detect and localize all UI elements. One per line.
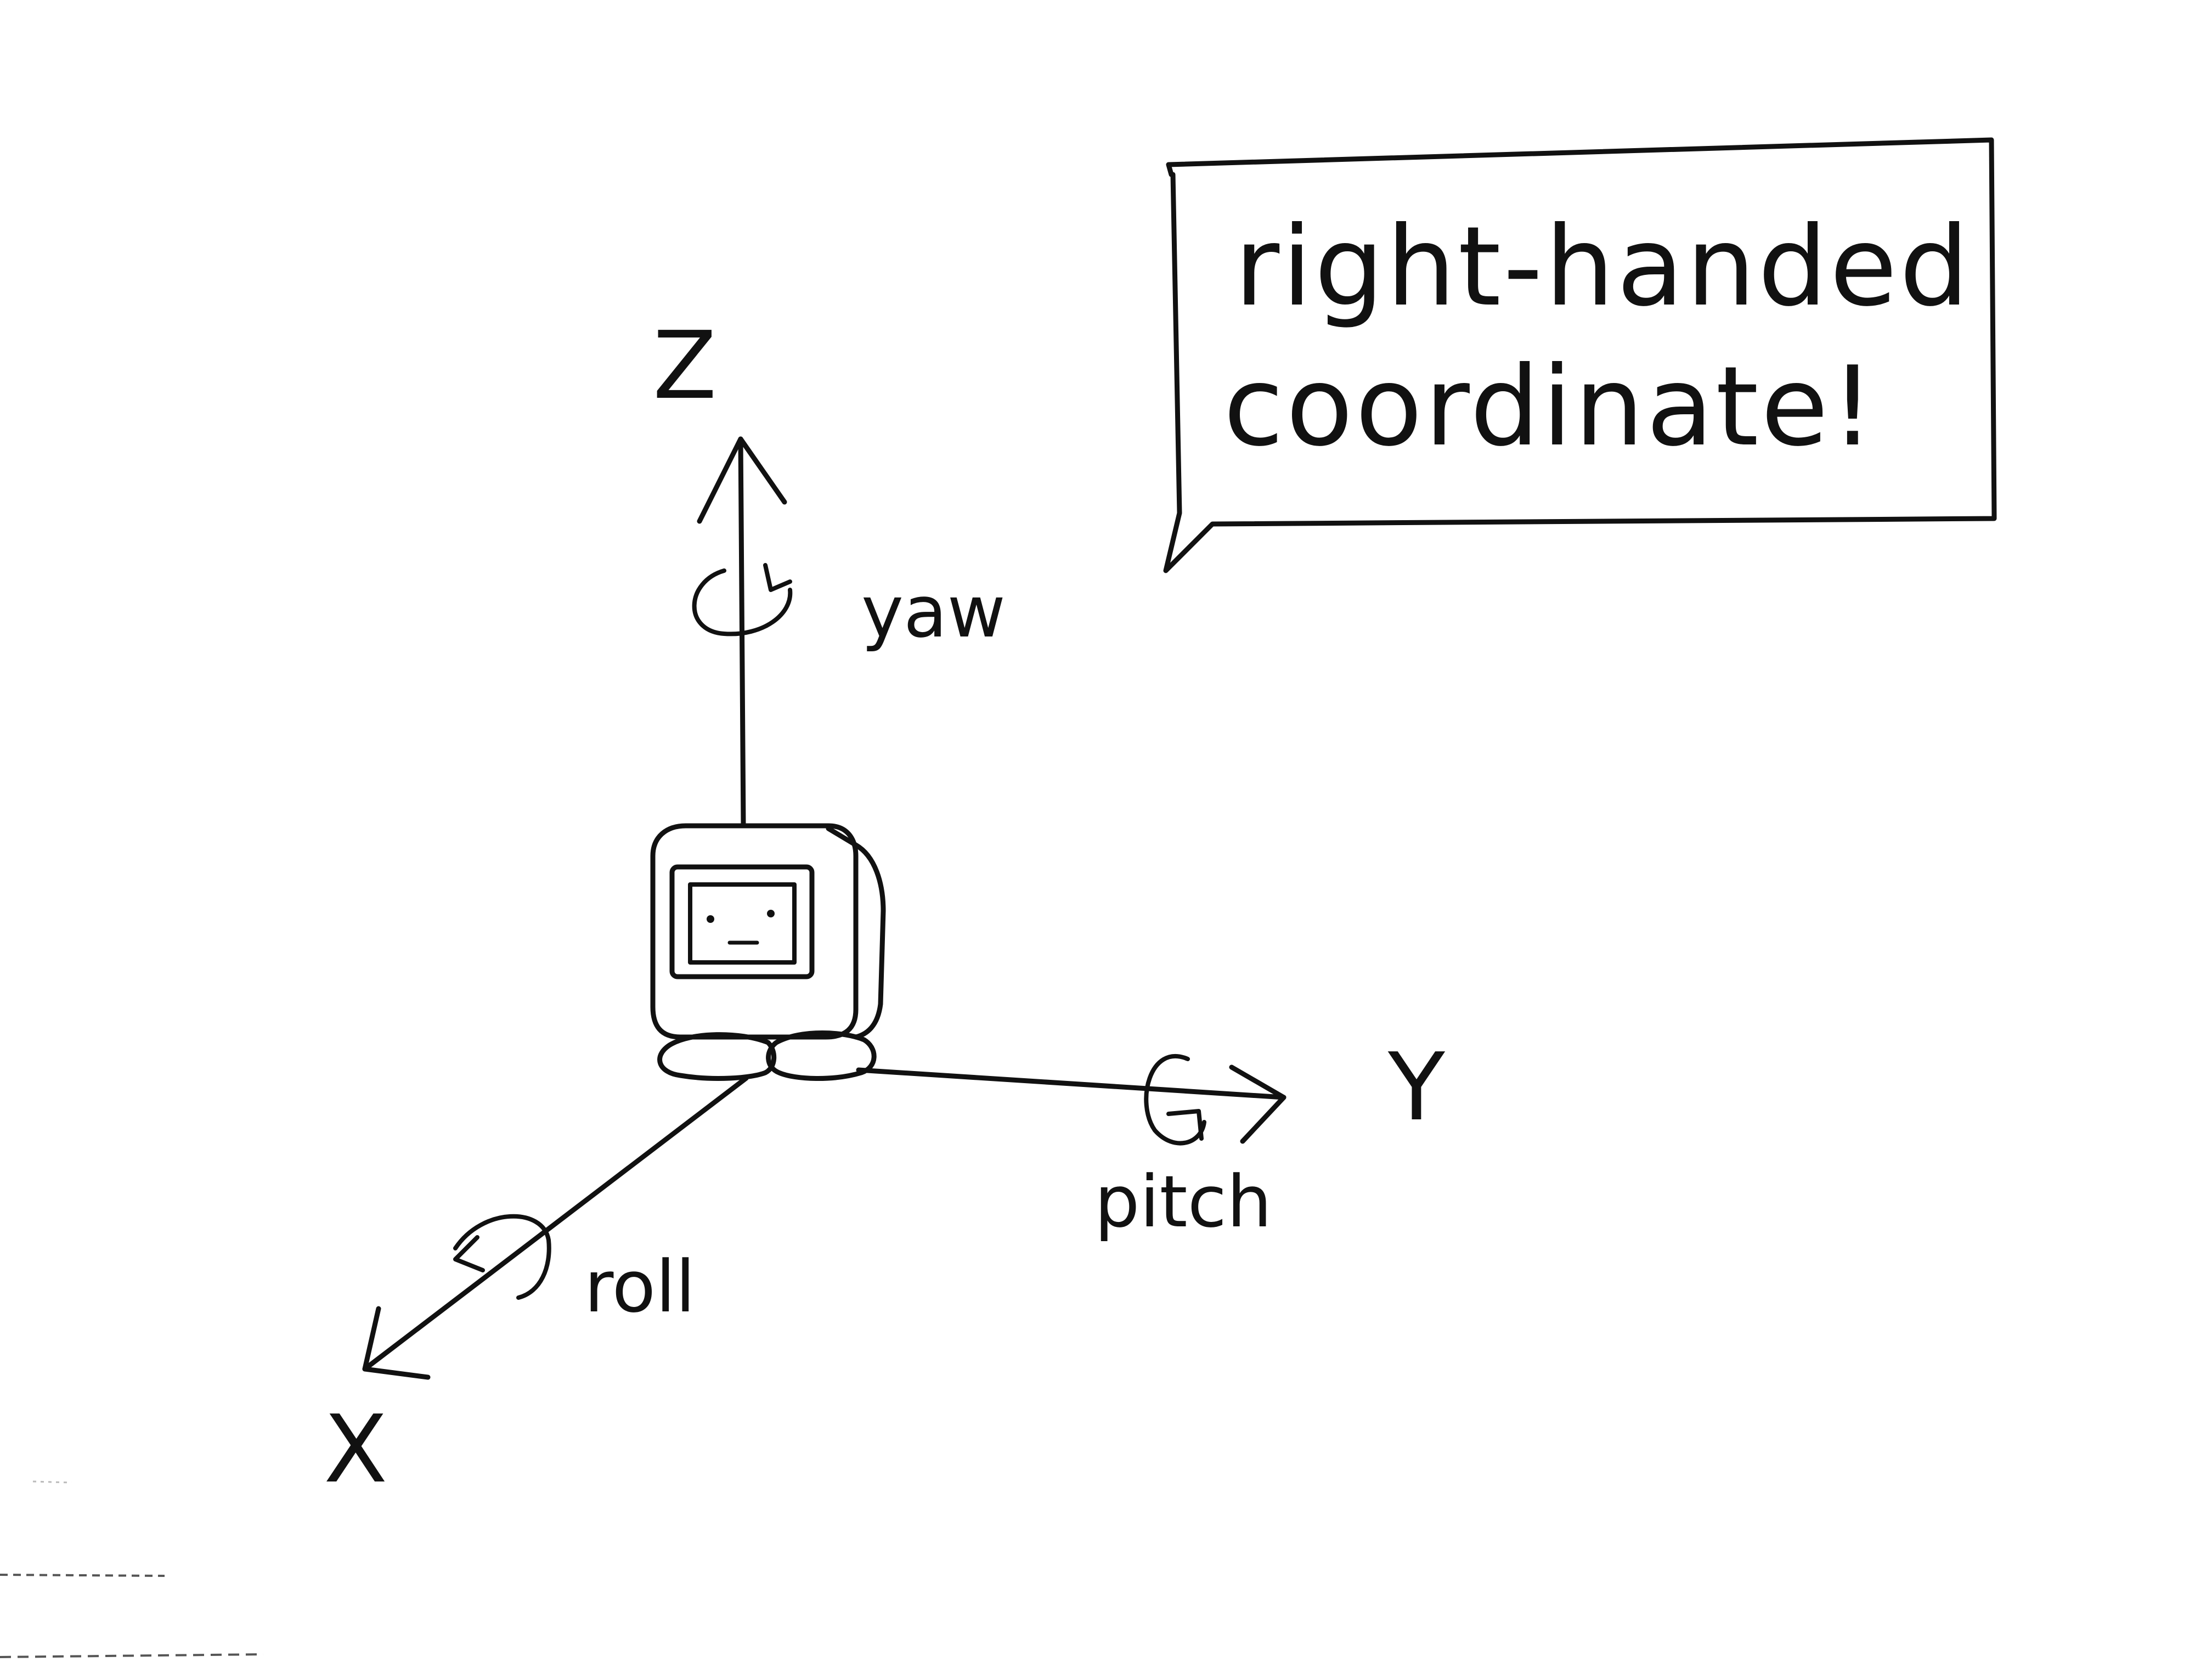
robot-right-eye [767, 910, 775, 917]
y-axis-label: Y [1387, 1033, 1446, 1142]
robot-left-eye [707, 915, 714, 923]
pitch-label: pitch [1094, 1160, 1272, 1243]
robot-left-foot [657, 1032, 777, 1081]
speech-bubble: right-handed coordinate! [1163, 137, 1997, 573]
yaw-rotation-icon: yaw [692, 563, 1006, 653]
bubble-line-1: right-handed [1234, 203, 1971, 331]
y-axis: Y [856, 1033, 1446, 1144]
roll-label: roll [584, 1245, 695, 1328]
yaw-label: yaw [861, 570, 1006, 653]
x-axis-label: X [324, 1395, 387, 1504]
paper-edge-marks [0, 1480, 264, 1658]
robot-screen [669, 864, 815, 979]
x-axis: X [324, 1075, 749, 1504]
z-axis-label: Z [653, 312, 716, 420]
pitch-rotation-icon: pitch [1094, 1053, 1272, 1243]
roll-rotation-icon: roll [453, 1214, 695, 1328]
robot-character [650, 823, 886, 1081]
bubble-line-2: coordinate! [1223, 343, 1877, 471]
robot-right-foot [766, 1030, 877, 1081]
